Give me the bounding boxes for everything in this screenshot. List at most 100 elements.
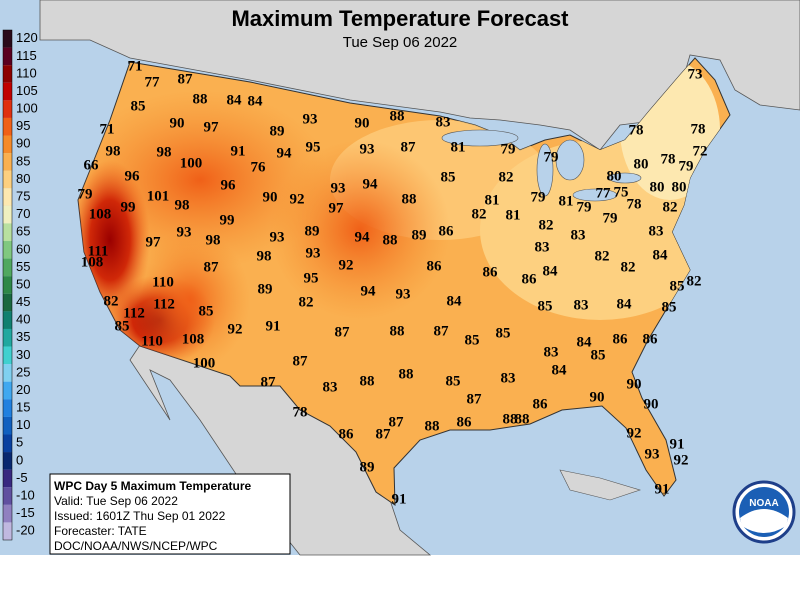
legend-swatch — [3, 487, 12, 505]
temperature-label: 88 — [402, 191, 417, 207]
temperature-label: 79 — [603, 210, 618, 226]
cuba — [559, 469, 641, 501]
temperature-label: 81 — [506, 207, 521, 223]
info-line: Forecaster: TATE — [54, 524, 147, 538]
legend-label: 45 — [16, 294, 30, 309]
temperature-label: 94 — [355, 229, 371, 245]
temperature-label: 87 — [178, 71, 194, 87]
info-line: Issued: 1601Z Thu Sep 01 2022 — [54, 509, 226, 523]
legend-swatch — [3, 416, 12, 435]
temperature-label: 88 — [360, 373, 375, 389]
warm-area — [130, 230, 250, 370]
legend-label: 25 — [16, 364, 30, 379]
temperature-label: 92 — [627, 425, 642, 441]
temperature-label: 83 — [535, 239, 550, 255]
legend-swatch — [3, 170, 12, 189]
logo-text: NOAA — [749, 498, 778, 509]
noaa-logo: NOAA — [732, 480, 796, 544]
temperature-label: 87 — [335, 324, 351, 340]
lake — [608, 172, 642, 184]
temperature-label: 82 — [687, 273, 702, 289]
temperature-label: 94 — [363, 176, 379, 192]
lake — [555, 139, 585, 181]
legend-label: 30 — [16, 347, 30, 362]
temperature-label: 82 — [539, 217, 554, 233]
legend-label: 120 — [16, 30, 38, 45]
temperature-label: 85 — [662, 299, 677, 315]
lake — [536, 143, 554, 197]
temperature-label: 97 — [329, 200, 345, 216]
temperature-label: 110 — [152, 274, 174, 290]
temperature-label: 93 — [270, 229, 285, 245]
temperature-label: 87 — [434, 323, 450, 339]
temperature-label: 85 — [131, 98, 146, 114]
legend-label: 5 — [16, 435, 23, 450]
temperature-label: 87 — [467, 391, 483, 407]
info-box: WPC Day 5 Maximum Temperature Valid: Tue… — [49, 473, 291, 555]
temperature-label: 98 — [157, 144, 172, 160]
legend-label: 75 — [16, 189, 30, 204]
legend-swatch — [3, 188, 12, 206]
temperature-label: 93 — [396, 286, 411, 302]
legend-swatch — [3, 65, 12, 83]
legend-label: -15 — [16, 505, 35, 520]
temperature-label: 85 — [115, 318, 130, 334]
temperature-label: 79 — [78, 186, 93, 202]
temperature-label: 91 — [392, 491, 407, 507]
temperature-label: 85 — [496, 325, 511, 341]
temperature-label: 89 — [412, 227, 427, 243]
legend-label: 70 — [16, 206, 30, 221]
temperature-label: 101 — [147, 188, 170, 204]
temperature-label: 91 — [670, 436, 685, 452]
temperature-label: 99 — [220, 212, 235, 228]
temperature-label: 88 — [425, 418, 440, 434]
temperature-label: 84 — [543, 263, 559, 279]
temperature-label: 78 — [627, 196, 642, 212]
temperature-label: 89 — [360, 459, 375, 475]
temperature-label: 80 — [650, 179, 665, 195]
temperature-label: 94 — [361, 283, 377, 299]
legend-label: 50 — [16, 276, 30, 291]
temperature-label: 82 — [621, 259, 636, 275]
temperature-label: 85 — [591, 347, 606, 363]
temperature-label: 96 — [125, 168, 141, 184]
temperature-label: 98 — [257, 248, 272, 264]
legend-swatch — [3, 293, 12, 312]
legend-swatch — [3, 117, 12, 136]
temperature-label: 82 — [104, 293, 119, 309]
subtitle: Tue Sep 06 2022 — [343, 34, 458, 51]
temperature-label: 88 — [390, 108, 405, 124]
temperature-label: 86 — [613, 331, 629, 347]
temperature-label: 87 — [376, 426, 392, 442]
temperature-label: 81 — [451, 139, 466, 155]
temperature-label: 92 — [339, 257, 354, 273]
temperature-label: 84 — [653, 247, 669, 263]
legend-swatch — [3, 47, 12, 66]
lake — [572, 188, 618, 202]
temperature-label: 76 — [251, 159, 267, 175]
legend-frame — [2, 29, 13, 541]
legend-swatch — [3, 399, 12, 417]
legend-swatch — [3, 504, 12, 523]
legend-swatch — [3, 82, 12, 101]
temperature-label: 83 — [323, 379, 338, 395]
legend-label: 80 — [16, 171, 30, 186]
temperature-label: 92 — [674, 452, 689, 468]
temperature-label: 82 — [595, 248, 610, 264]
legend-swatch — [3, 522, 12, 540]
temperature-label: 83 — [649, 223, 664, 239]
temperature-label: 100 — [180, 155, 203, 171]
temperature-label: 90 — [355, 115, 370, 131]
temperature-label: 94 — [277, 145, 293, 161]
temperature-label: 83 — [544, 344, 559, 360]
legend-label: 100 — [16, 101, 38, 116]
temperature-label: 96 — [221, 177, 237, 193]
temperature-label: 85 — [538, 298, 553, 314]
temperature-label: 85 — [446, 373, 461, 389]
temperature-label: 111 — [88, 243, 109, 259]
legend-label: -20 — [16, 523, 35, 538]
temperature-label: 98 — [106, 143, 121, 159]
legend-label: 105 — [16, 83, 38, 98]
legend-label: 110 — [16, 65, 37, 80]
